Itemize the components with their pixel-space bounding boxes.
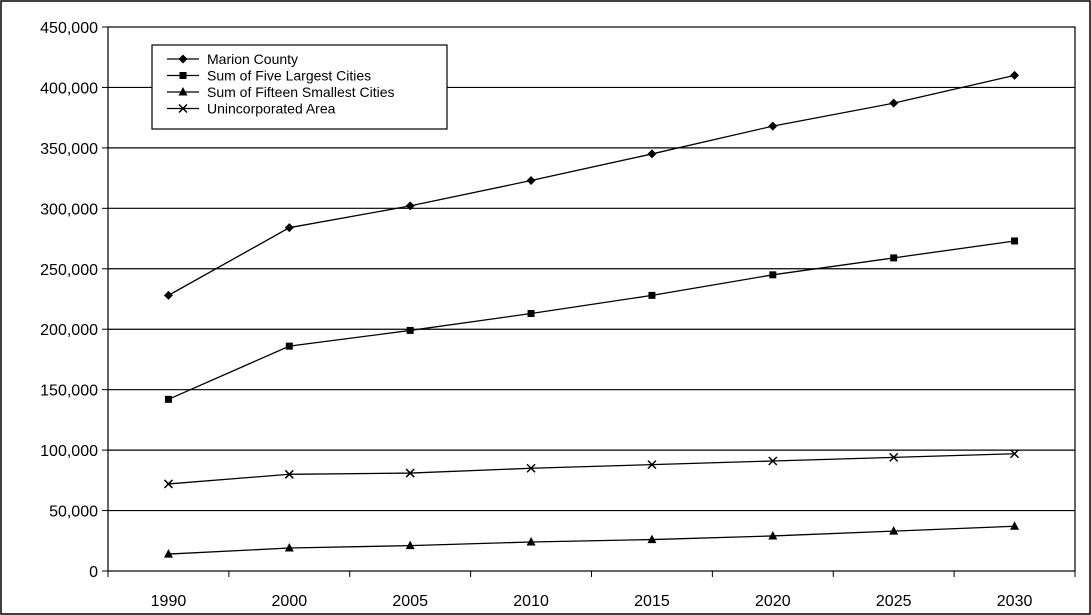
data-point — [405, 201, 415, 211]
data-point — [163, 290, 173, 300]
series-sum-of-five-largest-cities — [164, 237, 1019, 403]
x-tick-label: 2000 — [272, 593, 308, 610]
data-point — [526, 536, 536, 546]
x-tick-label: 2030 — [997, 593, 1033, 610]
data-point — [768, 456, 778, 466]
data-point — [164, 395, 172, 403]
x-tick-label: 2010 — [513, 593, 549, 610]
x-tick-label: 2005 — [392, 593, 428, 610]
data-point — [406, 326, 414, 334]
legend-box — [151, 44, 448, 130]
y-tick-label: 250,000 — [40, 262, 98, 279]
data-point — [526, 176, 536, 186]
data-point — [1010, 70, 1020, 80]
data-point — [647, 460, 657, 470]
y-tick-label: 350,000 — [40, 141, 98, 158]
data-point — [284, 469, 294, 479]
y-tick-label: 50,000 — [49, 504, 98, 521]
x-tick-label: 1990 — [151, 593, 187, 610]
legend-marker — [178, 103, 188, 114]
legend-entry: Unincorporated Area — [167, 101, 336, 117]
series-line — [168, 453, 1015, 485]
data-point — [527, 310, 535, 318]
y-tick-label: 0 — [89, 564, 98, 581]
data-point — [284, 223, 294, 233]
data-point — [647, 149, 657, 159]
y-tick-label: 150,000 — [40, 383, 98, 400]
series-layer — [163, 70, 1020, 558]
data-point — [163, 479, 173, 489]
data-point — [285, 342, 293, 350]
data-point — [163, 549, 173, 558]
x-tick-label: 2015 — [634, 593, 670, 610]
grid-layer — [108, 86, 1075, 512]
legend-marker — [178, 87, 188, 96]
y-tick-label: 450,000 — [40, 20, 98, 37]
legend-label: Marion County — [207, 51, 298, 67]
x-tick-label: 2025 — [876, 593, 912, 610]
data-point — [1010, 449, 1020, 459]
series-line — [168, 525, 1015, 555]
series-marion-county — [163, 70, 1020, 300]
legend-entry: Sum of Five Largest Cities — [167, 68, 371, 84]
series-line — [168, 240, 1015, 400]
data-point — [889, 526, 899, 535]
y-tick-label: 300,000 — [40, 201, 98, 218]
legend-label: Unincorporated Area — [207, 101, 336, 117]
x-tick-labels: 1990 2000 2005 2010 2015 2020 2025 2030 — [151, 593, 1033, 610]
series-unincorporated-area — [163, 449, 1020, 489]
x-tick-label: 2020 — [755, 593, 791, 610]
legend-marker — [179, 72, 187, 79]
data-point — [526, 463, 536, 473]
data-point — [647, 534, 657, 544]
y-tick-labels: 0 50,000 100,000 150,000 200,000 250,000 300,0… — [40, 20, 98, 581]
y-tick-label: 400,000 — [40, 80, 98, 97]
data-point — [769, 271, 777, 279]
legend-entry: Sum of Fifteen Smallest Cities — [167, 84, 395, 100]
data-point — [405, 540, 415, 550]
legend-label: Sum of Fifteen Smallest Cities — [207, 84, 395, 100]
data-point — [889, 452, 899, 462]
data-point — [1010, 521, 1020, 530]
y-tick-label: 200,000 — [40, 322, 98, 339]
y-tick-label: 100,000 — [40, 443, 98, 460]
data-point — [889, 98, 899, 108]
data-point — [1011, 237, 1019, 245]
data-point — [890, 254, 898, 262]
data-point — [284, 543, 294, 552]
legend-entry: Marion County — [167, 51, 298, 67]
legend-marker — [178, 54, 188, 64]
series-line — [168, 74, 1015, 296]
data-point — [768, 121, 778, 131]
legend-label: Sum of Five Largest Cities — [207, 68, 371, 84]
series-sum-of-fifteen-smallest-cities — [163, 521, 1020, 558]
data-point — [405, 468, 415, 478]
data-point — [768, 530, 778, 540]
data-point — [648, 291, 656, 299]
